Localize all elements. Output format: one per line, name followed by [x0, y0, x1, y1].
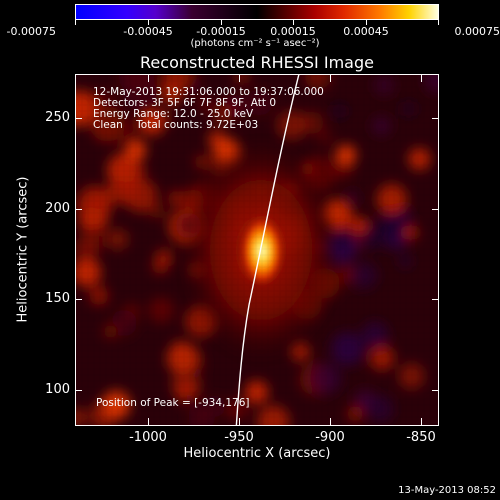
colorbar-tick-label: 0.00015 [270, 25, 316, 38]
x-axis-tick-top [330, 75, 331, 82]
info-energy-range: Energy Range: 12.0 - 25.0 keV [93, 108, 254, 120]
y-axis-tick [75, 390, 82, 391]
y-axis-tick-right [432, 209, 439, 210]
y-tick-label: 150 [45, 291, 70, 306]
y-axis-tick [75, 209, 82, 210]
x-axis-tick [330, 418, 331, 425]
x-axis-tick [148, 418, 149, 425]
colorbar-tick [438, 20, 439, 25]
colorbar [75, 4, 439, 20]
x-tick-label: -950 [224, 430, 254, 445]
y-axis-tick-right [432, 390, 439, 391]
y-axis-tick-right [432, 118, 439, 119]
x-axis-tick [421, 418, 422, 425]
plot-title: Reconstructed RHESSI Image [140, 53, 374, 72]
colorbar-tick [293, 20, 294, 25]
solar-limb-line [235, 75, 300, 425]
info-detectors: Detectors: 3F 5F 6F 7F 8F 9F, Att 0 [93, 97, 277, 109]
colorbar-tick-label: 0.00045 [343, 25, 389, 38]
colorbar-tick-label: -0.00075 [6, 25, 56, 38]
rhessi-heatmap [76, 75, 438, 425]
y-tick-label: 100 [45, 382, 70, 397]
info-clean-counts: Clean Total counts: 9.72E+03 [93, 119, 259, 131]
peak-position-label: Position of Peak = [-934,176] [96, 397, 250, 409]
x-axis-tick-top [148, 75, 149, 82]
y-axis-title: Heliocentric Y (arcsec) [15, 176, 31, 323]
x-axis-title: Heliocentric X (arcsec) [183, 446, 331, 461]
colorbar-tick [75, 20, 76, 25]
footer-timestamp: 13-May-2013 08:52 [398, 485, 496, 496]
colorbar-tick-label: -0.00015 [196, 25, 246, 38]
x-axis-tick-top [421, 75, 422, 82]
y-tick-label: 250 [45, 110, 70, 125]
image-plot-area: 12-May-2013 19:31:06.000 to 19:37:06.000… [75, 74, 439, 426]
colorbar-gradient [76, 5, 438, 19]
y-axis-tick [75, 299, 82, 300]
colorbar-tick-label: -0.00045 [123, 25, 173, 38]
x-tick-label: -900 [315, 430, 345, 445]
colorbar-tick-label: 0.00075 [454, 25, 500, 38]
colorbar-units: (photons cm⁻² s⁻¹ asec⁻²) [190, 38, 320, 49]
y-tick-label: 200 [45, 201, 70, 216]
x-axis-tick-top [239, 75, 240, 82]
pixel-grid [76, 75, 438, 425]
y-axis-tick [75, 118, 82, 119]
x-tick-label: -850 [406, 430, 436, 445]
x-tick-label: -1000 [129, 430, 167, 445]
info-time-range: 12-May-2013 19:31:06.000 to 19:37:06.000 [93, 86, 324, 98]
colorbar-tick [148, 20, 149, 25]
colorbar-tick [366, 20, 367, 25]
x-axis-tick [239, 418, 240, 425]
colorbar-tick [221, 20, 222, 25]
y-axis-tick-right [432, 299, 439, 300]
